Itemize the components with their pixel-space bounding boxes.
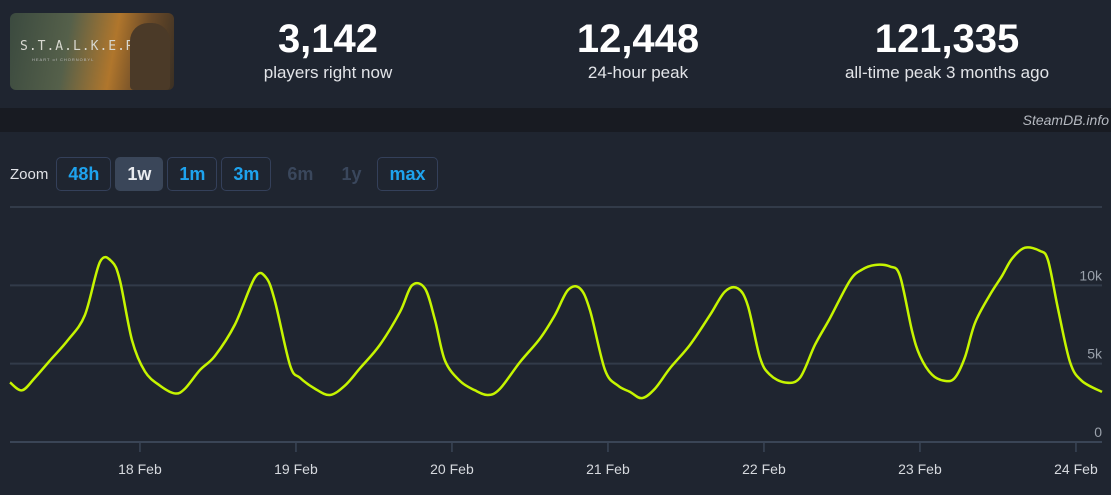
stat-label: 24-hour peak	[587, 63, 689, 82]
y-tick-label: 0	[1094, 424, 1102, 440]
x-tick-label: 22 Feb	[742, 461, 786, 477]
zoom-label: Zoom	[10, 165, 49, 183]
zoom-button-1w[interactable]: 1w	[115, 157, 164, 191]
stat-value: 3,142	[277, 17, 379, 61]
game-logo-subtitle: HEART of CHORNOBYL	[32, 57, 95, 62]
y-tick-label: 5k	[1087, 346, 1103, 362]
zoom-controls: Zoom 48h 1w 1m 3m 6m 1y max	[10, 157, 438, 191]
zoom-button-6m: 6m	[287, 163, 314, 184]
game-logo-text: S.T.A.L.K.E.R. 2	[20, 39, 162, 54]
stat-label: players right now	[263, 63, 393, 82]
x-tick-label: 21 Feb	[586, 461, 630, 477]
stalker-figure-image	[130, 23, 170, 90]
zoom-button-1y: 1y	[341, 163, 362, 184]
zoom-button-max[interactable]: max	[377, 157, 438, 191]
chart-header-band: SteamDB.info	[0, 108, 1111, 132]
stat-24h-peak: 12,448 24-hour peak	[538, 16, 738, 84]
zoom-button-3m[interactable]: 3m	[221, 157, 272, 191]
x-tick-label: 20 Feb	[430, 461, 474, 477]
x-tick-label: 23 Feb	[898, 461, 942, 477]
stat-value: 121,335	[874, 17, 1020, 61]
stat-all-time-peak: 121,335 all-time peak 3 months ago	[827, 16, 1067, 84]
game-thumbnail[interactable]: S.T.A.L.K.E.R. 2 HEART of CHORNOBYL	[10, 13, 174, 90]
x-tick-label: 24 Feb	[1054, 461, 1098, 477]
x-tick-label: 18 Feb	[118, 461, 162, 477]
zoom-button-48h[interactable]: 48h	[56, 157, 112, 191]
stat-label: all-time peak 3 months ago	[844, 63, 1050, 82]
zoom-button-1m[interactable]: 1m	[167, 157, 218, 191]
stat-value: 12,448	[576, 17, 700, 61]
steamdb-watermark[interactable]: SteamDB.info	[1022, 112, 1109, 128]
header: S.T.A.L.K.E.R. 2 HEART of CHORNOBYL 3,14…	[0, 0, 1111, 108]
stat-current-players: 3,142 players right now	[228, 16, 428, 84]
players-series-line	[9, 246, 1103, 400]
x-tick-label: 19 Feb	[274, 461, 318, 477]
y-tick-label: 10k	[1079, 267, 1103, 283]
player-count-chart: 0 5k 10k 18 Feb 19 Feb 20 Feb 21 Feb 22 Feb 23 F…	[9, 206, 1103, 477]
